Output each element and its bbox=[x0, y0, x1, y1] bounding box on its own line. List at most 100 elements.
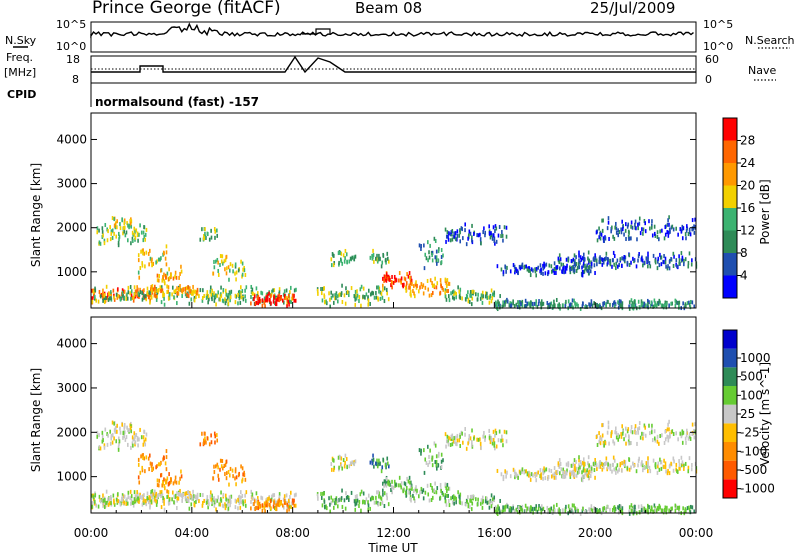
velocity-echo-mark bbox=[687, 465, 690, 470]
velocity-echo-mark bbox=[578, 458, 580, 463]
velocity-echo-mark bbox=[621, 424, 623, 429]
power-echo-mark bbox=[649, 264, 652, 269]
power-echo-mark bbox=[345, 290, 348, 295]
power-echo-mark bbox=[143, 251, 146, 256]
power-echo-mark bbox=[619, 257, 622, 262]
power-echo-mark bbox=[579, 255, 582, 260]
velocity-echo-mark bbox=[385, 465, 387, 470]
velocity-echo-mark bbox=[272, 493, 274, 498]
velocity-echo-mark bbox=[501, 438, 504, 443]
velocity-echo-mark bbox=[666, 471, 669, 476]
power-echo-mark bbox=[423, 266, 426, 271]
velocity-echo-mark bbox=[550, 474, 553, 479]
power-echo-mark bbox=[554, 303, 556, 308]
velocity-echo-mark bbox=[181, 493, 183, 498]
velocity-echo-mark bbox=[123, 425, 126, 430]
velocity-echo-mark bbox=[678, 459, 680, 464]
power-echo-mark bbox=[635, 264, 638, 269]
velocity-echo-mark bbox=[653, 436, 656, 441]
beam-title: Beam 08 bbox=[355, 0, 423, 17]
power-echo-mark bbox=[637, 254, 640, 259]
velocity-echo-mark bbox=[370, 496, 373, 501]
velocity-echo-mark bbox=[451, 500, 454, 505]
power-echo-mark bbox=[505, 299, 507, 304]
velocity-echo-mark bbox=[691, 431, 693, 436]
velocity-echo-mark bbox=[224, 502, 226, 507]
power-echo-mark bbox=[143, 234, 146, 239]
power-echo-mark bbox=[244, 273, 247, 278]
velocity-echo-mark bbox=[558, 464, 561, 469]
power-echo-mark bbox=[117, 287, 119, 292]
power-echo-mark bbox=[407, 274, 410, 279]
power-echo-mark bbox=[404, 277, 407, 282]
velocity-echo-mark bbox=[501, 434, 503, 439]
velocity-echo-mark bbox=[235, 482, 237, 487]
power-echo-mark bbox=[112, 288, 115, 293]
velocity-echo-mark bbox=[99, 446, 102, 451]
velocity-echo-mark bbox=[631, 430, 634, 435]
date-title: 25/Jul/2009 bbox=[590, 0, 676, 17]
velocity-echo-mark bbox=[550, 469, 553, 474]
velocity-echo-mark bbox=[189, 494, 191, 499]
velocity-echo-mark bbox=[490, 437, 493, 442]
velocity-echo-mark bbox=[244, 503, 247, 508]
velocity-echo-mark bbox=[595, 463, 598, 468]
velocity-echo-mark bbox=[205, 500, 208, 505]
velocity-echo-mark bbox=[264, 509, 266, 514]
power-echo-mark bbox=[160, 285, 163, 290]
velocity-echo-mark bbox=[599, 436, 601, 441]
power-echo-mark bbox=[614, 303, 616, 308]
power-echo-mark bbox=[452, 289, 455, 294]
power-echo-mark bbox=[358, 299, 360, 304]
velocity-echo-mark bbox=[362, 491, 365, 496]
power-echo-mark bbox=[648, 261, 651, 266]
power-echo-mark bbox=[237, 301, 239, 306]
velocity-echo-mark bbox=[230, 494, 233, 499]
velocity-echo-mark bbox=[345, 457, 348, 462]
power-echo-mark bbox=[565, 257, 568, 262]
velocity-echo-mark bbox=[215, 507, 217, 512]
power-echo-mark bbox=[257, 301, 260, 306]
power-echo-mark bbox=[633, 300, 636, 305]
velocity-echo-mark bbox=[123, 494, 126, 499]
velocity-echo-mark bbox=[211, 497, 214, 502]
velocity-echo-mark bbox=[126, 497, 128, 502]
velocity-echo-mark bbox=[448, 499, 450, 504]
power-echo-mark bbox=[630, 236, 632, 241]
power-echo-mark bbox=[130, 241, 132, 246]
power-echo-mark bbox=[107, 297, 110, 302]
velocity-echo-mark bbox=[132, 503, 135, 508]
power-echo-mark bbox=[626, 261, 629, 266]
velocity-echo-mark bbox=[477, 437, 480, 442]
power-echo-mark bbox=[682, 226, 685, 231]
velocity-echo-mark bbox=[110, 501, 112, 506]
velocity-echo-mark bbox=[598, 464, 601, 469]
velocity-echo-mark bbox=[387, 481, 389, 486]
power-echo-mark bbox=[130, 289, 133, 294]
power-echo-mark bbox=[644, 221, 646, 226]
power-echo-mark bbox=[446, 230, 449, 235]
velocity-echo-mark bbox=[445, 439, 448, 444]
velocity-echo-mark bbox=[274, 506, 276, 511]
power-echo-mark bbox=[403, 276, 406, 281]
power-echo-mark bbox=[519, 300, 521, 305]
power-echo-mark bbox=[153, 287, 155, 292]
velocity-echo-mark bbox=[320, 491, 322, 496]
velocity-echo-mark bbox=[151, 488, 154, 493]
power-echo-mark bbox=[342, 253, 345, 258]
velocity-echo-mark bbox=[528, 470, 530, 475]
velocity-echo-mark bbox=[446, 493, 448, 498]
velocity-echo-mark bbox=[453, 496, 455, 501]
power-echo-mark bbox=[329, 304, 331, 309]
velocity-echo-mark bbox=[624, 460, 627, 465]
velocity-echo-mark bbox=[687, 436, 690, 441]
nsky-label: N.Sky bbox=[5, 34, 37, 47]
velocity-echo-mark bbox=[688, 456, 691, 461]
power-echo-mark bbox=[293, 288, 296, 293]
power-echo-mark bbox=[188, 301, 191, 306]
velocity-echo-mark bbox=[625, 441, 627, 446]
velocity-echo-mark bbox=[160, 490, 163, 495]
power-echo-mark bbox=[544, 271, 547, 276]
power-echo-mark bbox=[235, 270, 238, 275]
power-echo-mark bbox=[688, 251, 691, 256]
